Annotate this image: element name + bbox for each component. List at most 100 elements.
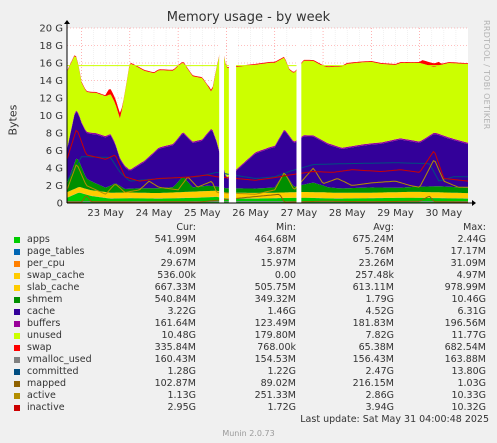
legend-avg-value: 181.83M bbox=[352, 318, 394, 329]
legend-row: active 1.13G 251.33M 2.86G 10.33G bbox=[12, 390, 492, 402]
y-tick-label: 16 G bbox=[39, 59, 63, 70]
legend-min-value: 349.32M bbox=[254, 294, 296, 305]
legend-max-value: 682.54M bbox=[444, 342, 486, 353]
rrdtool-watermark: RRDTOOL / TOBI OETIKER bbox=[482, 20, 491, 130]
area-per_cpu bbox=[67, 192, 468, 199]
legend-cur-value: 160.43M bbox=[154, 354, 196, 365]
legend-swatch bbox=[14, 237, 20, 243]
legend-avg-value: 2.47G bbox=[365, 366, 394, 377]
x-tick-label: 29 May bbox=[377, 208, 414, 219]
y-tick-label: 6 G bbox=[46, 146, 63, 157]
legend-series-name: swap_cache bbox=[27, 270, 85, 281]
legend-series-name: apps bbox=[27, 234, 50, 245]
legend-row: unused 10.48G 179.80M 7.82G 11.77G bbox=[12, 330, 492, 342]
chart-title: Memory usage - by week bbox=[166, 10, 331, 25]
area-unused bbox=[67, 47, 468, 178]
legend-series-name: page_tables bbox=[27, 246, 85, 257]
legend-row: buffers 161.64M 123.49M 181.83M 196.56M bbox=[12, 318, 492, 330]
legend-avg-value: 2.86G bbox=[365, 390, 394, 401]
legend-swatch bbox=[14, 393, 20, 399]
legend-table: Cur: Min: Avg: Max: apps 541.99M 464.68M 67… bbox=[12, 222, 492, 414]
legend-min-value: 179.80M bbox=[254, 330, 296, 341]
legend-series-name: shmem bbox=[27, 294, 63, 305]
legend-avg-value: 7.82G bbox=[365, 330, 394, 341]
legend-cur-value: 335.84M bbox=[154, 342, 196, 353]
legend-min-value: 0.00 bbox=[274, 270, 296, 281]
legend-row: mapped 102.87M 89.02M 216.15M 1.03G bbox=[12, 378, 492, 390]
legend-series-name: active bbox=[27, 390, 56, 401]
legend-avg-value: 156.43M bbox=[352, 354, 394, 365]
legend-row: per_cpu 29.67M 15.97M 23.26M 31.09M bbox=[12, 258, 492, 270]
legend-series-name: buffers bbox=[27, 318, 61, 329]
legend-avg-value: 3.94G bbox=[365, 402, 394, 413]
legend-swatch bbox=[14, 381, 20, 387]
legend-min-value: 89.02M bbox=[260, 378, 296, 389]
legend-max-value: 17.17M bbox=[450, 246, 486, 257]
data-gap bbox=[228, 28, 237, 203]
legend-min-value: 3.87M bbox=[266, 246, 296, 257]
stacked-areas bbox=[67, 46, 468, 203]
x-tick-label: 27 May bbox=[281, 208, 318, 219]
legend-cur-value: 667.33M bbox=[154, 282, 196, 293]
legend-cur-value: 102.87M bbox=[154, 378, 196, 389]
x-tick-label: 30 May bbox=[426, 208, 463, 219]
legend-cur-value: 10.48G bbox=[161, 330, 196, 341]
legend-swatch bbox=[14, 297, 20, 303]
footer-version: Munin 2.0.73 bbox=[222, 429, 275, 438]
header-min: Min: bbox=[275, 222, 296, 233]
x-tick-label: 24 May bbox=[136, 208, 173, 219]
y-tick-label: 2 G bbox=[46, 181, 63, 192]
header-max: Max: bbox=[463, 222, 486, 233]
y-axis-arrow-icon bbox=[64, 20, 70, 24]
legend-cur-value: 541.99M bbox=[154, 234, 196, 245]
legend-series-name: inactive bbox=[27, 402, 65, 413]
legend-swatch bbox=[14, 249, 20, 255]
legend-max-value: 10.33G bbox=[451, 390, 486, 401]
legend-row: swap_cache 536.00k 0.00 257.48k 4.97M bbox=[12, 270, 492, 282]
data-gap bbox=[219, 28, 225, 203]
y-tick-labels: 0 2 G 4 G 6 G 8 G 10 G 12 G 14 G 16 G 18 G 20 G bbox=[39, 24, 63, 210]
x-tick-label: 26 May bbox=[232, 208, 269, 219]
legend-avg-value: 1.79G bbox=[365, 294, 394, 305]
chart-canvas: 0 2 G 4 G 6 G 8 G 10 G 12 G 14 G 16 G 18 G 20 G 23… bbox=[39, 20, 476, 219]
legend-max-value: 6.31G bbox=[457, 306, 486, 317]
area-shmem bbox=[67, 158, 468, 194]
legend-max-value: 163.88M bbox=[444, 354, 486, 365]
legend-swatch bbox=[14, 309, 20, 315]
legend-cur-value: 161.64M bbox=[154, 318, 196, 329]
line-series bbox=[66, 129, 469, 203]
x-tick-label: 23 May bbox=[87, 208, 124, 219]
legend-swatch bbox=[14, 261, 20, 267]
y-tick-label: 14 G bbox=[39, 76, 63, 87]
legend-avg-value: 216.15M bbox=[352, 378, 394, 389]
y-tick-label: 4 G bbox=[46, 164, 63, 175]
header-avg: Avg: bbox=[373, 222, 394, 233]
legend-min-value: 1.46G bbox=[267, 306, 296, 317]
legend-cur-value: 1.28G bbox=[167, 366, 196, 377]
legend-row: cache 3.22G 1.46G 4.52G 6.31G bbox=[12, 306, 492, 318]
legend-series-name: per_cpu bbox=[27, 258, 65, 269]
axes bbox=[64, 20, 476, 206]
legend-rows: apps 541.99M 464.68M 675.24M 2.44G page_table… bbox=[12, 234, 492, 414]
y-tick-label: 20 G bbox=[39, 24, 63, 35]
legend-avg-value: 675.24M bbox=[352, 234, 394, 245]
legend-series-name: cache bbox=[27, 306, 56, 317]
legend-cur-value: 3.22G bbox=[167, 306, 196, 317]
legend-min-value: 505.75M bbox=[254, 282, 296, 293]
legend-series-name: mapped bbox=[27, 378, 67, 389]
x-tick-label: 25 May bbox=[184, 208, 221, 219]
legend-avg-value: 65.38M bbox=[358, 342, 394, 353]
legend-row: swap 335.84M 768.00k 65.38M 682.54M bbox=[12, 342, 492, 354]
legend-cur-value: 536.00k bbox=[157, 270, 196, 281]
legend-swatch bbox=[14, 333, 20, 339]
legend-series-name: vmalloc_used bbox=[27, 354, 92, 365]
legend-avg-value: 4.52G bbox=[365, 306, 394, 317]
legend-row: inactive 2.95G 1.72G 3.94G 10.32G bbox=[12, 402, 492, 414]
legend-max-value: 11.77G bbox=[451, 330, 486, 341]
legend-row: slab_cache 667.33M 505.75M 613.11M 978.99M bbox=[12, 282, 492, 294]
data-gaps bbox=[219, 28, 302, 203]
legend-swatch bbox=[14, 345, 20, 351]
legend-min-value: 464.68M bbox=[254, 234, 296, 245]
legend-max-value: 10.46G bbox=[451, 294, 486, 305]
